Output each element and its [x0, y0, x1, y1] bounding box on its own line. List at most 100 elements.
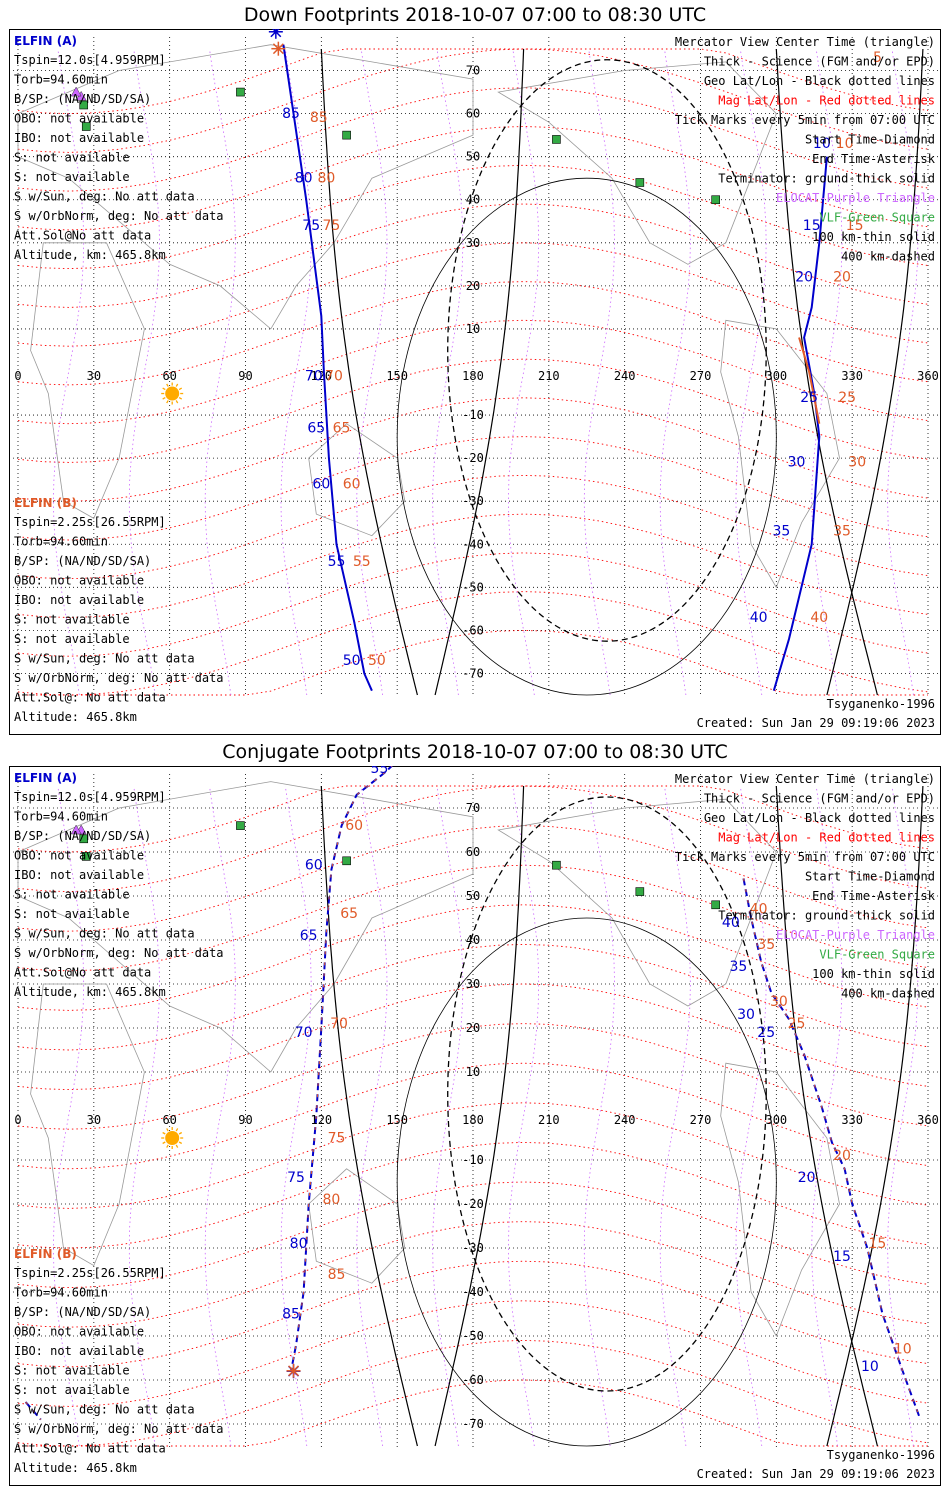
- track-time-label: 65: [333, 420, 351, 436]
- x-tick-label: 60: [162, 1113, 176, 1127]
- track-time-label: 25: [757, 1025, 775, 1041]
- mag-longitude-line: [204, 48, 236, 696]
- x-tick-label: 330: [841, 369, 863, 383]
- elfin-b-info: Torb=94.60min: [14, 535, 108, 549]
- y-tick-label: 10: [466, 1065, 480, 1079]
- track-time-label: 80: [323, 1192, 341, 1208]
- footprint-track-overlay: [25, 1401, 42, 1420]
- mag-longitude-line: [432, 48, 464, 696]
- mag-latitude-line: [17, 436, 929, 541]
- mag-longitude-line: [583, 785, 616, 1447]
- y-tick-label: -20: [462, 1197, 484, 1211]
- legend-entry: Mag Lat/Lon - Red dotted lines: [718, 94, 935, 108]
- y-tick-label: -40: [462, 1285, 484, 1299]
- vlf-square-icon: [342, 130, 351, 140]
- track-time-label: 65: [300, 928, 318, 944]
- track-time-label: 35: [730, 959, 748, 975]
- track-time-label: 60: [312, 476, 330, 492]
- x-tick-label: 150: [386, 1113, 408, 1127]
- mag-latitude-line: [17, 48, 929, 115]
- track-time-label: 65: [340, 906, 358, 922]
- mag-latitude-line: [17, 281, 929, 386]
- mag-longitude-line: [887, 48, 919, 696]
- mag-longitude-line: [356, 785, 388, 1447]
- elfin-a-info: B/SP: (NA/ND/SD/SA): [14, 92, 151, 106]
- y-tick-label: -70: [462, 666, 484, 680]
- sun-ray: [175, 400, 179, 404]
- track-time-label: 70: [305, 369, 323, 385]
- elocat-triangle-icon: [70, 86, 82, 97]
- mag-longitude-line: [52, 48, 85, 696]
- footprint-track: [798, 337, 821, 424]
- vlf-square-icon: [635, 887, 645, 896]
- mag-latitude-line: [18, 629, 928, 696]
- elfin-b-info: Tspin=2.25s[26.55RPM]: [14, 515, 166, 529]
- panel-frame: [9, 766, 941, 1486]
- elfin-a-info: OBO: not available: [14, 112, 144, 126]
- legend-entry: Tick Marks every 5min from 07:00 UTC: [675, 850, 935, 864]
- y-tick-label: 70: [466, 801, 480, 815]
- mag-longitude-line: [280, 48, 312, 696]
- track-time-label: 40: [810, 610, 828, 626]
- x-tick-label: 30: [87, 369, 101, 383]
- mag-longitude-line: [432, 785, 464, 1447]
- legend-entry: 400 km-dashed: [841, 250, 935, 264]
- y-tick-label: -40: [462, 537, 484, 551]
- legend-entry: Thick - Science (FGM and/or EPD): [704, 792, 935, 806]
- elfin-a-info: OBO: not available: [14, 849, 144, 863]
- legend-entry: ELOCAT-Purple Triangle: [776, 928, 935, 942]
- track-time-label: 65: [307, 420, 325, 436]
- elfin-b-info: B/SP: (NA/ND/SD/SA): [14, 554, 151, 568]
- legend-entry: Start Time-Diamond: [805, 133, 935, 147]
- x-tick-label: 0: [14, 369, 21, 383]
- x-tick-label: 180: [462, 1113, 484, 1127]
- legend-entry: Mercator View Center Time (triangle): [675, 35, 935, 49]
- x-tick-label: 360: [917, 1113, 939, 1127]
- footprint-track: [290, 766, 394, 1372]
- coastline: [308, 423, 406, 537]
- elfin-a-info: S: not available: [14, 888, 130, 902]
- elfin-b-info: S w/Sun, deg: No att data: [14, 652, 195, 666]
- legend-entry: Mercator View Center Time (triangle): [675, 772, 935, 786]
- x-tick-label: 300: [765, 1113, 787, 1127]
- legend-entry: 400 km-dashed: [841, 987, 935, 1001]
- elfin-b-info: Altitude: 465.8km: [14, 710, 137, 724]
- track-time-label: 55: [328, 554, 346, 570]
- y-tick-label: 40: [466, 193, 480, 207]
- elfin-a-heading: ELFIN (A): [14, 34, 77, 48]
- sun-ray: [166, 383, 169, 387]
- mag-longitude-line: [583, 48, 616, 696]
- track-time-label: 25: [788, 1016, 806, 1032]
- coastline: [30, 242, 145, 519]
- x-tick-label: 90: [238, 369, 252, 383]
- sun-icon: [165, 1131, 180, 1145]
- legend-entry: Terminator: ground-thick solid: [718, 172, 935, 186]
- track-time-label: 80: [317, 171, 335, 187]
- y-tick-label: 30: [466, 977, 480, 991]
- elfin-b-info: S w/Sun, deg: No att data: [14, 1403, 195, 1417]
- mag-latitude-line: [17, 164, 929, 270]
- mag-latitude-line: [17, 203, 929, 308]
- track-time-label: 50: [368, 653, 386, 669]
- end-asterisk-b: [272, 43, 284, 55]
- vlf-square-icon: [79, 834, 89, 844]
- track-time-label: 15: [803, 218, 821, 234]
- coastline: [720, 319, 840, 589]
- x-tick-label: 210: [538, 1113, 560, 1127]
- elocat-triangle-icon: [70, 824, 82, 835]
- track-time-label: 85: [282, 106, 300, 122]
- elfin-b-info: S: not available: [14, 613, 130, 627]
- terminator-line: [826, 48, 924, 696]
- track-time-label: 5: [873, 50, 882, 66]
- y-tick-label: 60: [466, 107, 480, 121]
- mag-latitude-line: [17, 474, 929, 580]
- sun-ray: [162, 1141, 166, 1145]
- x-tick-label: 120: [310, 369, 332, 383]
- elfin-a-info: Torb=94.60min: [14, 73, 108, 87]
- sun-ray: [162, 1131, 166, 1135]
- mag-longitude-line: [128, 785, 161, 1447]
- vlf-square-icon: [81, 852, 91, 861]
- legend-entry: VLF-Green Square: [819, 948, 935, 962]
- track-time-label: 30: [737, 1007, 755, 1023]
- track-time-label: 55: [371, 766, 389, 777]
